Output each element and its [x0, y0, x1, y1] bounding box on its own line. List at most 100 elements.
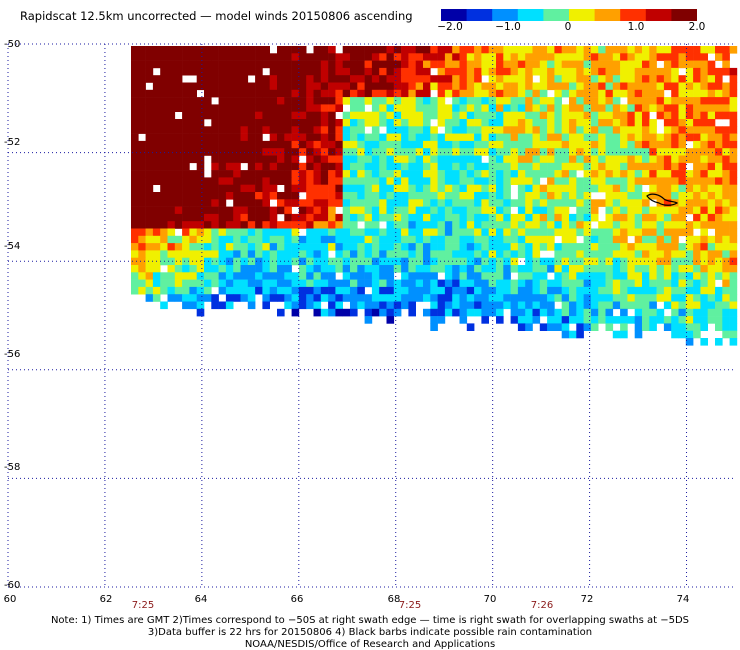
wind-cell	[649, 97, 657, 105]
wind-cell	[444, 148, 453, 156]
wind-cell	[174, 243, 183, 251]
wind-cell	[167, 177, 176, 185]
wind-cell	[474, 126, 482, 134]
wind-cell	[211, 206, 219, 215]
wind-cell	[182, 140, 190, 149]
colorbar-swatch	[441, 9, 468, 21]
wind-cell	[240, 148, 249, 156]
wind-cell	[393, 265, 402, 273]
wind-cell	[247, 221, 256, 229]
wind-cell	[269, 162, 278, 171]
wind-cell	[269, 221, 278, 229]
wind-cell	[627, 184, 635, 193]
wind-cell	[678, 82, 687, 91]
wind-cell	[189, 67, 197, 76]
wind-cell	[722, 308, 730, 317]
wind-cell	[576, 316, 584, 324]
wind-cell	[539, 104, 548, 112]
wind-cell	[401, 235, 409, 244]
wind-cell	[525, 53, 533, 61]
wind-cell	[474, 272, 482, 280]
wind-cell	[371, 170, 380, 178]
wind-cell	[583, 140, 592, 149]
wind-cell	[685, 170, 694, 178]
wind-cell	[627, 53, 635, 61]
wind-cell	[466, 97, 475, 105]
wind-cell	[612, 119, 621, 127]
wind-cell	[269, 67, 278, 76]
latitude-label: -60	[4, 579, 21, 591]
wind-cell	[320, 126, 329, 134]
wind-cell	[722, 104, 730, 112]
colorbar	[441, 9, 697, 21]
wind-cell	[174, 67, 183, 76]
wind-cell	[218, 265, 227, 273]
wind-cell	[182, 89, 190, 98]
wind-cell	[590, 257, 599, 266]
wind-cell	[386, 140, 395, 149]
wind-cell	[532, 46, 541, 54]
wind-cell	[189, 104, 197, 112]
wind-cell	[598, 82, 606, 91]
wind-cell	[649, 46, 657, 54]
wind-cell	[379, 148, 387, 156]
wind-cell	[452, 82, 460, 91]
wind-cell	[627, 279, 635, 288]
wind-cell	[590, 323, 599, 331]
wind-cell	[430, 228, 438, 237]
wind-cell	[269, 148, 278, 156]
wind-cell	[350, 46, 358, 54]
wind-cell	[663, 140, 672, 149]
wind-cell	[379, 235, 387, 244]
wind-cell	[678, 140, 687, 149]
wind-cell	[320, 250, 329, 258]
wind-cell	[335, 279, 343, 288]
wind-cell	[342, 272, 351, 280]
wind-cell	[474, 206, 482, 215]
wind-cell	[539, 133, 548, 142]
wind-cell	[160, 162, 168, 171]
wind-cell	[174, 162, 183, 171]
wind-cell	[620, 221, 628, 229]
wind-cell	[138, 206, 146, 215]
wind-cell	[415, 199, 424, 207]
wind-cell	[313, 308, 322, 317]
wind-cell	[364, 213, 373, 222]
wind-cell	[620, 330, 628, 339]
wind-cell	[393, 46, 402, 54]
wind-cell	[671, 177, 679, 185]
wind-cell	[605, 155, 614, 164]
wind-cell	[131, 119, 139, 127]
wind-cell	[255, 279, 263, 288]
wind-cell	[437, 89, 446, 98]
wind-cell	[277, 228, 285, 237]
wind-cell	[401, 155, 409, 164]
wind-cell	[605, 213, 614, 222]
wind-cell	[423, 206, 431, 215]
wind-cell	[357, 213, 365, 222]
wind-cell	[357, 257, 365, 266]
wind-cell	[328, 206, 336, 215]
wind-cell	[247, 250, 256, 258]
wind-cell	[569, 170, 577, 178]
wind-cell	[671, 221, 679, 229]
wind-cell	[539, 206, 548, 215]
swath-time-label: 7:25	[131, 600, 155, 611]
wind-cell	[452, 308, 460, 317]
wind-cell	[707, 250, 716, 258]
wind-cell	[350, 272, 358, 280]
wind-cell	[379, 294, 387, 302]
wind-cell	[671, 235, 679, 244]
wind-cell	[590, 140, 599, 149]
wind-cell	[715, 316, 723, 324]
wind-cell	[218, 46, 227, 54]
wind-cell	[532, 206, 541, 215]
wind-cell	[415, 206, 424, 215]
wind-cell	[342, 213, 351, 222]
wind-cell	[204, 213, 212, 222]
wind-cell	[466, 104, 475, 112]
wind-cell	[729, 97, 738, 105]
wind-cell	[554, 53, 562, 61]
wind-cell	[700, 213, 708, 222]
wind-cell	[269, 75, 278, 83]
